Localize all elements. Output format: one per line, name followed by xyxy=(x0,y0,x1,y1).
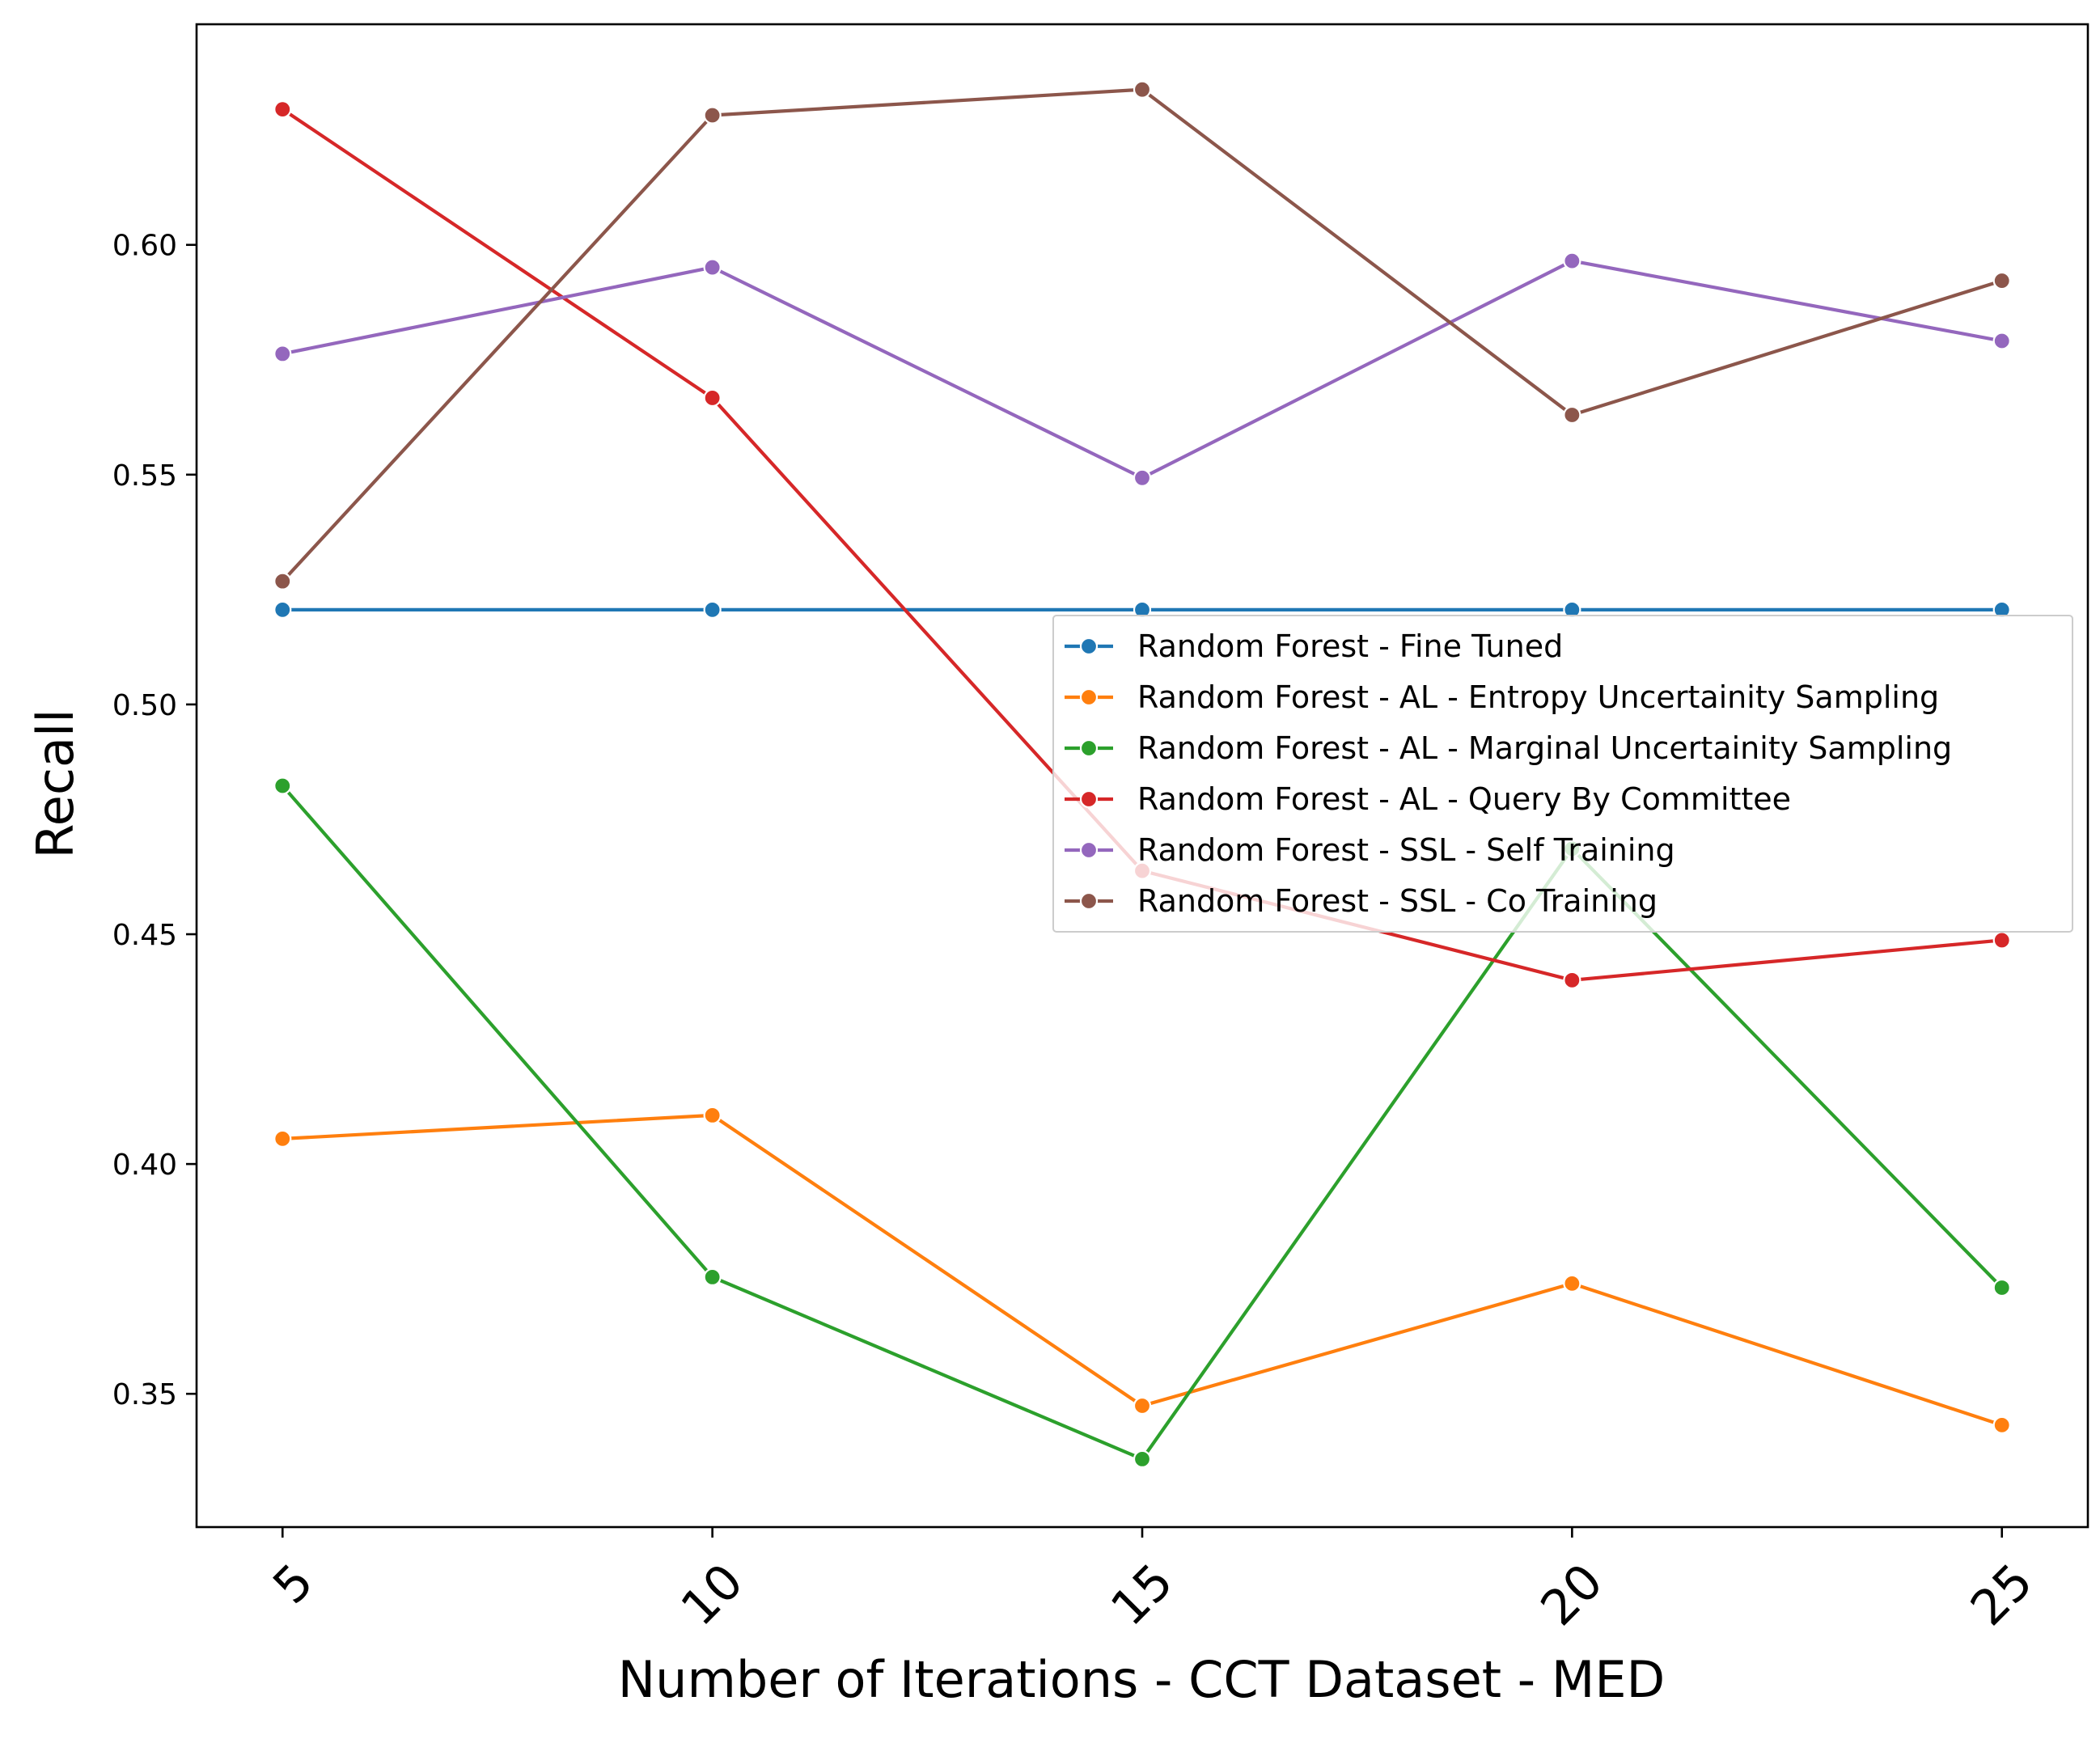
y-tick-label: 0.45 xyxy=(112,919,177,952)
data-point xyxy=(273,776,292,795)
legend-swatch-marker xyxy=(1079,891,1099,911)
y-tick-label: 0.55 xyxy=(112,459,177,493)
data-point xyxy=(273,100,292,119)
legend-box xyxy=(1052,615,2073,933)
data-point xyxy=(1133,1396,1152,1415)
legend-item: Random Forest - AL - Query By Committee xyxy=(1065,781,1791,817)
legend-label: Random Forest - AL - Query By Committee xyxy=(1137,781,1791,817)
series-2 xyxy=(273,1106,2011,1434)
data-point xyxy=(703,600,722,619)
y-tick-label: 0.50 xyxy=(112,689,177,722)
legend-item: Random Forest - SSL - Co Training xyxy=(1065,883,1658,919)
legend-label: Random Forest - Fine Tuned xyxy=(1137,628,1563,664)
series-5 xyxy=(273,252,2011,487)
data-point xyxy=(703,1106,722,1124)
y-axis-title: Recall xyxy=(26,709,85,859)
legend-swatch-marker xyxy=(1079,637,1099,656)
legend-swatch-marker xyxy=(1079,840,1099,860)
data-point xyxy=(1992,271,2011,290)
data-point xyxy=(1992,1278,2011,1297)
data-point xyxy=(703,106,722,125)
data-point xyxy=(703,1267,722,1287)
series-layer xyxy=(273,80,2011,1469)
y-tick-label: 0.60 xyxy=(112,230,177,263)
data-point xyxy=(1992,931,2011,950)
legend-label: Random Forest - SSL - Co Training xyxy=(1137,883,1658,919)
y-tick-label: 0.35 xyxy=(112,1378,177,1411)
legend-label: Random Forest - SSL - Self Training xyxy=(1137,832,1675,868)
legend-item: Random Forest - SSL - Self Training xyxy=(1065,832,1675,868)
legend-swatch-marker xyxy=(1079,738,1099,758)
data-point xyxy=(273,600,292,619)
x-axis-title: Number of Iterations - CCT Dataset - MED xyxy=(618,1650,1665,1709)
y-tick-label: 0.40 xyxy=(112,1149,177,1182)
data-point xyxy=(273,1129,292,1148)
legend-item: Random Forest - AL - Marginal Uncertaini… xyxy=(1065,730,1952,766)
data-point xyxy=(1563,405,1581,425)
data-point xyxy=(703,258,722,277)
legend: Random Forest - Fine Tuned Random Forest … xyxy=(1052,615,2073,933)
legend-item: Random Forest - Fine Tuned xyxy=(1065,628,1563,664)
data-point xyxy=(1992,332,2011,350)
data-point xyxy=(1563,971,1581,989)
data-point xyxy=(1133,468,1152,487)
legend-label: Random Forest - AL - Entropy Uncertainit… xyxy=(1137,679,1939,715)
data-point xyxy=(1992,1415,2011,1434)
legend-swatch-marker xyxy=(1079,789,1099,809)
legend-item: Random Forest - AL - Entropy Uncertainit… xyxy=(1065,679,1939,715)
legend-swatch-marker xyxy=(1079,688,1099,707)
data-point xyxy=(273,345,292,363)
data-point xyxy=(1563,252,1581,270)
series-1 xyxy=(273,600,2011,619)
y-axis: 0.35 0.40 0.45 0.50 0.55 0.60 xyxy=(112,230,197,1411)
data-point xyxy=(273,572,292,590)
data-point xyxy=(703,388,722,408)
data-point xyxy=(1133,80,1152,99)
data-point xyxy=(1133,1449,1152,1469)
series-6 xyxy=(273,80,2011,590)
data-point xyxy=(1563,1274,1581,1293)
legend-label: Random Forest - AL - Marginal Uncertaini… xyxy=(1137,730,1952,766)
